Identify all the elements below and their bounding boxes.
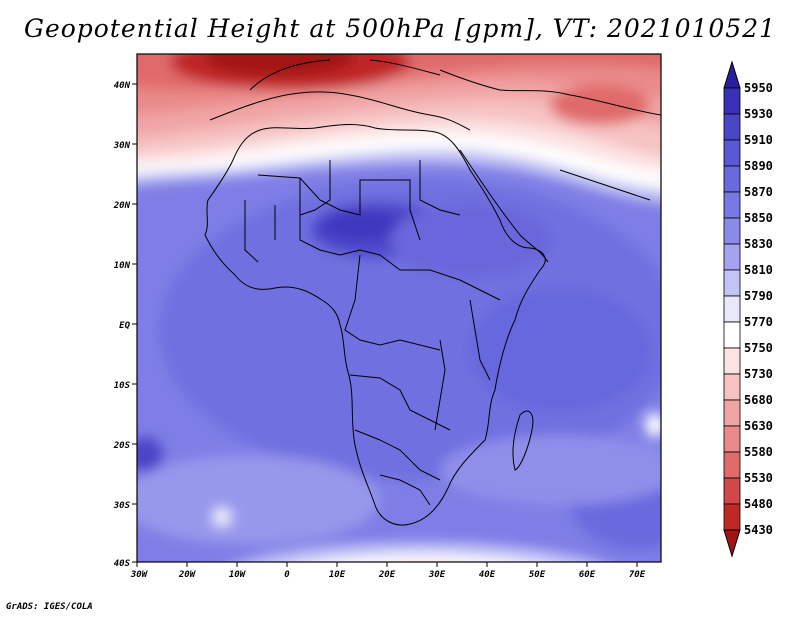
colorbar-label: 5730 bbox=[744, 367, 773, 381]
colorbar-label: 5850 bbox=[744, 211, 773, 225]
lon-label: 10E bbox=[329, 570, 346, 580]
lon-label: 10W bbox=[229, 570, 247, 580]
axis-ticks bbox=[132, 83, 638, 567]
colorbar-swatch bbox=[723, 165, 741, 193]
lat-label: EQ bbox=[119, 321, 130, 331]
colorbar-label: 5630 bbox=[744, 419, 773, 433]
colorbar-swatch bbox=[723, 217, 741, 245]
lat-label: 30S bbox=[113, 501, 131, 511]
colorbar-label: 5580 bbox=[744, 445, 773, 459]
colorbar-swatch bbox=[723, 113, 741, 141]
colorbar-label: 5750 bbox=[744, 341, 773, 355]
colorbar-label: 5890 bbox=[744, 159, 773, 173]
colorbar-label: 5480 bbox=[744, 497, 773, 511]
lat-label: 40N bbox=[114, 81, 131, 91]
colorbar-label: 5530 bbox=[744, 471, 773, 485]
colorbar-swatch bbox=[723, 87, 741, 115]
colorbar-label: 5950 bbox=[744, 81, 773, 95]
latitude-labels: 40N 30N 20N 10N EQ 10S 20S 30S 40S bbox=[113, 81, 131, 569]
colorbar-swatch bbox=[723, 191, 741, 219]
lon-label: 20W bbox=[178, 570, 197, 580]
coastlines bbox=[204, 59, 661, 526]
colorbar-label: 5810 bbox=[744, 263, 773, 277]
colorbar-swatch bbox=[723, 399, 741, 427]
colorbar-label: 5770 bbox=[744, 315, 773, 329]
lat-label: 10S bbox=[114, 381, 131, 391]
colorbar: 5950 5930 5910 5890 5870 5850 5830 5810 5790 5770… bbox=[723, 60, 773, 558]
colorbar-swatch bbox=[723, 451, 741, 479]
lon-label: 60E bbox=[579, 570, 596, 580]
colorbar-label: 5430 bbox=[744, 523, 773, 537]
colorbar-top-arrow bbox=[723, 60, 741, 89]
grads-credit: GrADS: IGES/COLA bbox=[6, 602, 93, 612]
colorbar-label: 5870 bbox=[744, 185, 773, 199]
colorbar-swatch bbox=[723, 321, 741, 349]
lon-label: 20E bbox=[378, 570, 396, 580]
lon-label: 50E bbox=[529, 570, 546, 580]
colorbar-bottom-arrow bbox=[723, 529, 741, 558]
chart-title: Geopotential Height at 500hPa [gpm], VT:… bbox=[23, 14, 777, 43]
lon-label: 70E bbox=[629, 570, 646, 580]
lat-label: 20S bbox=[113, 441, 131, 451]
map-frame bbox=[136, 53, 662, 563]
colorbar-label: 5830 bbox=[744, 237, 773, 251]
colorbar-swatch bbox=[723, 503, 741, 531]
lat-label: 30N bbox=[113, 141, 131, 151]
colorbar-label: 5910 bbox=[744, 133, 773, 147]
colorbar-swatch bbox=[723, 373, 741, 401]
lon-label: 0 bbox=[284, 570, 290, 580]
colorbar-swatch bbox=[723, 425, 741, 453]
colorbar-swatch bbox=[723, 139, 741, 167]
lat-label: 10N bbox=[114, 261, 131, 271]
colorbar-label: 5930 bbox=[744, 107, 773, 121]
lat-label: 20N bbox=[113, 201, 131, 211]
colorbar-swatch bbox=[723, 347, 741, 375]
lon-label: 30E bbox=[428, 570, 446, 580]
colorbar-label: 5790 bbox=[744, 289, 773, 303]
colorbar-swatch bbox=[723, 243, 741, 271]
lon-label: 40E bbox=[479, 570, 496, 580]
colorbar-swatch bbox=[723, 269, 741, 297]
colorbar-swatch bbox=[723, 477, 741, 505]
longitude-labels: 30W 20W 10W 0 10E 20E 30E 40E 50E 60E 70… bbox=[130, 570, 646, 580]
lat-label: 40S bbox=[114, 559, 131, 569]
colorbar-label: 5680 bbox=[744, 393, 773, 407]
height-field bbox=[137, 54, 661, 562]
lon-label: 30W bbox=[130, 570, 149, 580]
colorbar-swatch bbox=[723, 295, 741, 323]
